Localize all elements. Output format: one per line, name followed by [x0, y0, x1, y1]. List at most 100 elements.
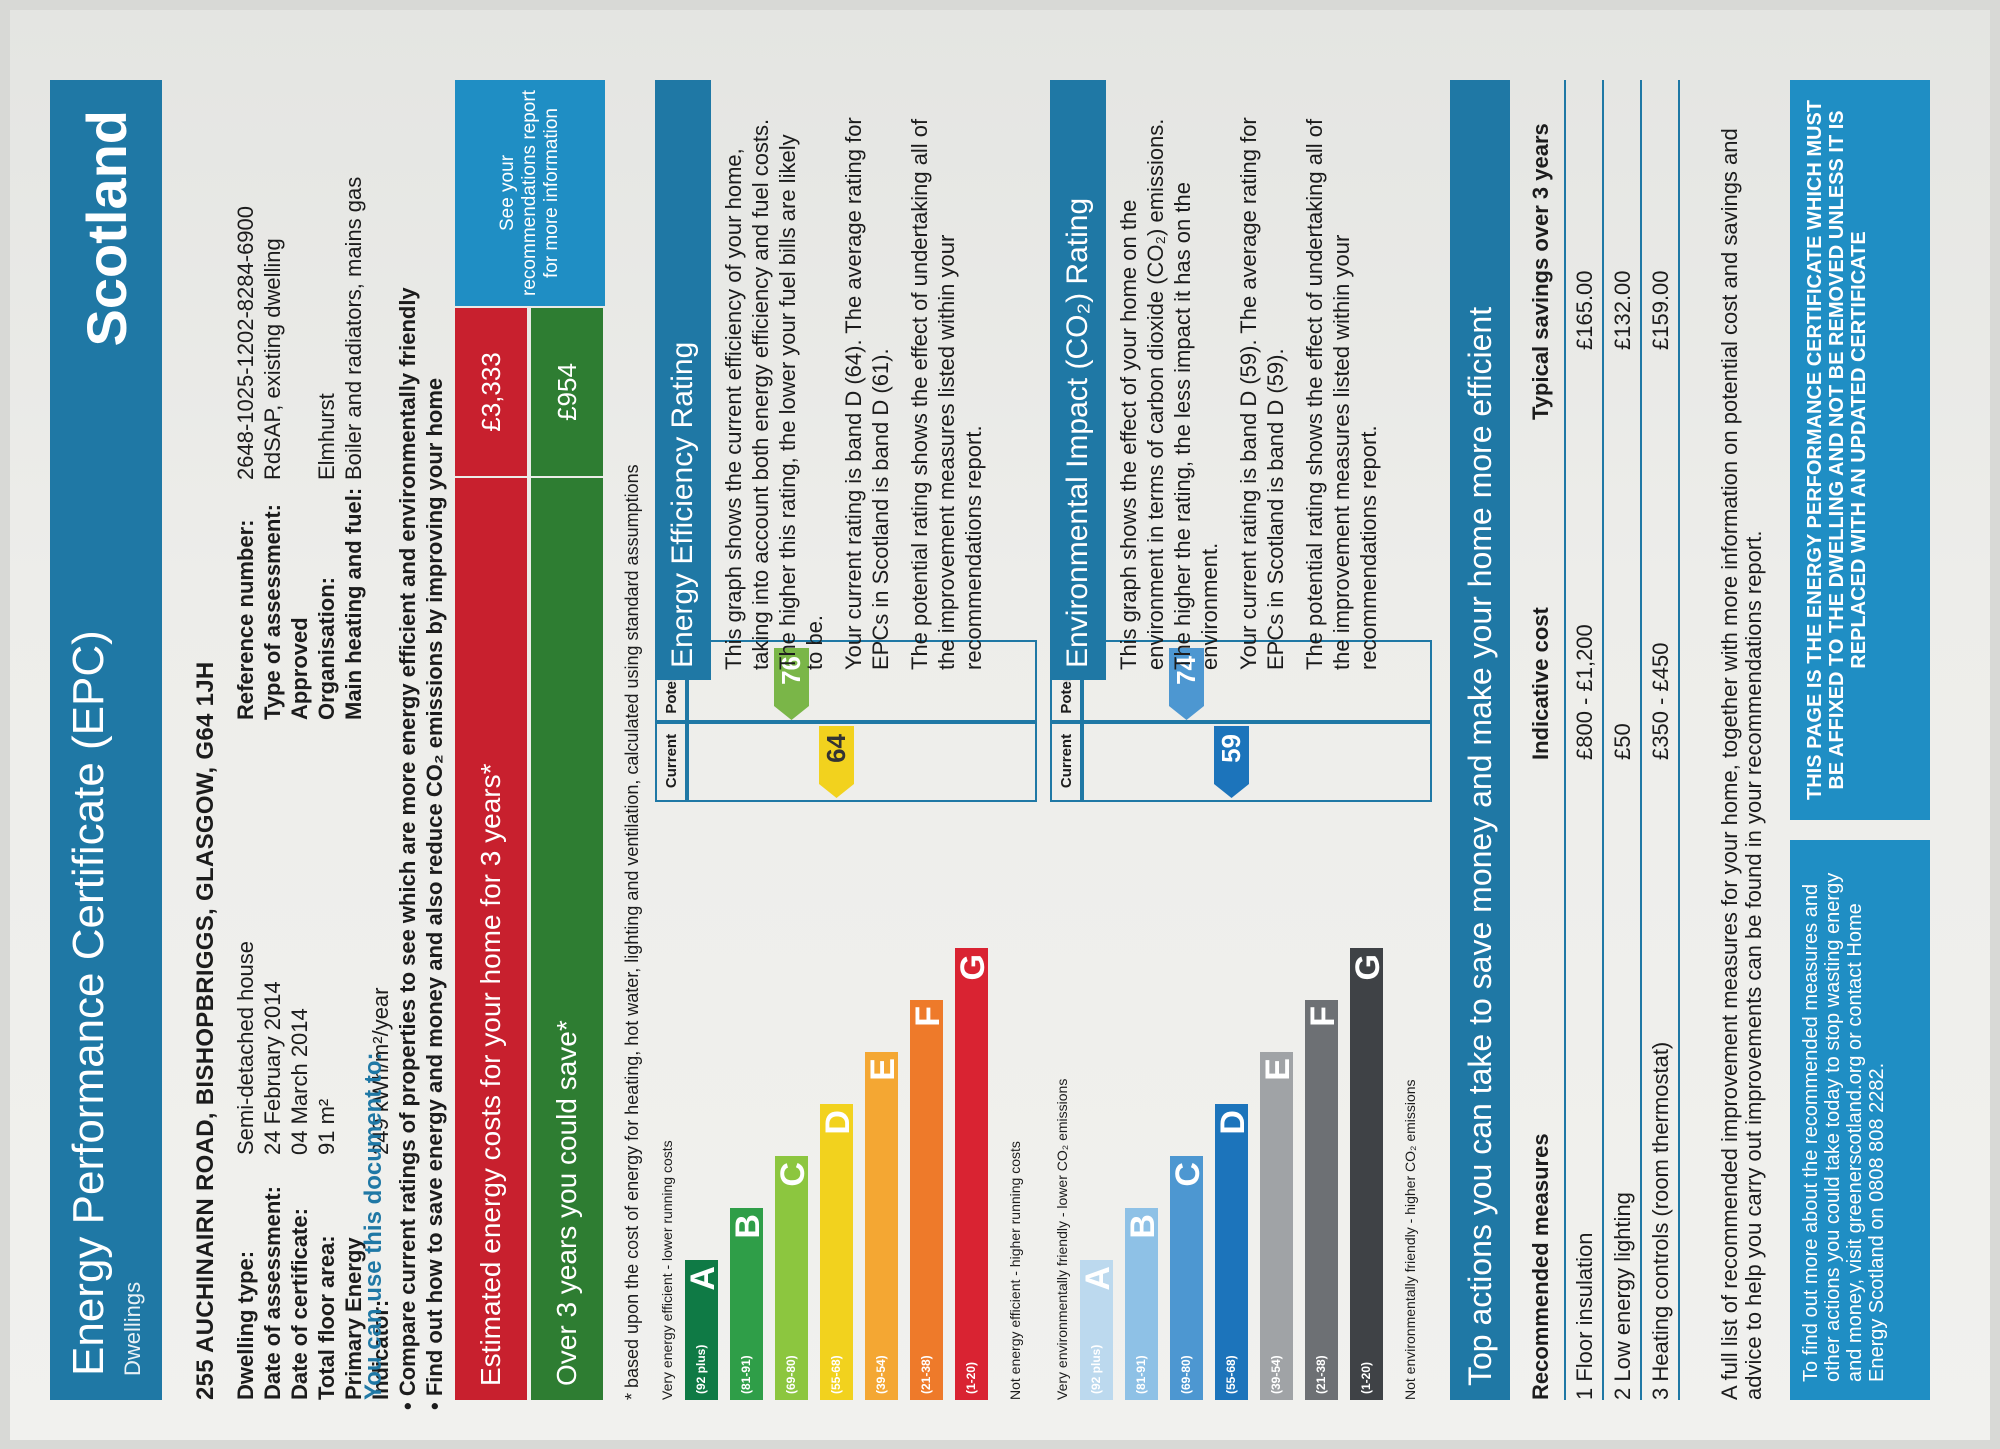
- chart-bottom-note: Not environmentally friendly - higher CO…: [1402, 1079, 1418, 1400]
- band-g-bar: (1-20) G: [954, 948, 992, 1400]
- band-letter: D: [1214, 1110, 1252, 1135]
- estimated-cost-value: £3,333: [455, 308, 527, 476]
- epc-certificate-page: Energy Performance Certificate (EPC) Dwe…: [10, 10, 1990, 1440]
- energy-para-2: Your current rating is band D (64). The …: [841, 117, 893, 670]
- band-letter: C: [774, 1162, 812, 1187]
- detail-row: Total floor area:91 m²: [314, 1098, 339, 1400]
- energy-efficiency-chart: Very energy efficient - lower running co…: [655, 640, 1037, 1400]
- band-letter: B: [729, 1214, 767, 1239]
- current-rating-pointer: 59: [1214, 726, 1249, 798]
- property-address: 255 AUCHINAIRN ROAD, BISHOPBRIGGS, GLASG…: [192, 661, 219, 1400]
- current-rating-pointer: 64: [819, 726, 854, 798]
- band-letter: A: [1079, 1266, 1117, 1291]
- title-bar: Energy Performance Certificate (EPC) Dwe…: [50, 80, 162, 1400]
- more-info-box: To find out more about the recommended m…: [1790, 840, 1930, 1400]
- band-letter: D: [819, 1110, 857, 1135]
- table-row: 2 Low energy lighting £50 £132.00: [1604, 80, 1642, 1400]
- band-range-label: (1-20): [1359, 1361, 1373, 1394]
- band-range-label: (21-38): [919, 1355, 933, 1394]
- environmental-impact-text: This graph shows the effect of your home…: [1115, 110, 1394, 670]
- band-range-label: (55-68): [829, 1355, 843, 1394]
- band-letter: G: [954, 954, 992, 981]
- detail-row: Date of certificate:04 March 2014: [287, 1008, 312, 1400]
- energy-para-3: The potential rating shows the effect of…: [907, 118, 986, 670]
- band-letter: F: [1304, 1006, 1342, 1027]
- band-range-label: (21-38): [1314, 1355, 1328, 1394]
- savings-label: Over 3 years you could save*: [531, 478, 603, 1400]
- details-right: Reference number:2648-1025-1202-8284-690…: [232, 80, 367, 720]
- use-bullet-1: • Compare current ratings of properties …: [395, 287, 420, 1410]
- full-list-note: A full list of recommended improvement m…: [1717, 128, 1766, 1400]
- current-column-header: Current: [655, 720, 689, 802]
- table-row: 3 Heating controls (room thermostat) £35…: [1642, 80, 1680, 1400]
- country-label: Scotland: [75, 110, 138, 347]
- band-letter: E: [864, 1058, 902, 1081]
- detail-row: Date of assessment:24 February 2014: [260, 981, 285, 1400]
- band-letter: B: [1124, 1214, 1162, 1239]
- use-bullet-2: • Find out how to save energy and money …: [422, 377, 447, 1410]
- band-c-bar: (69-80) C: [774, 1156, 812, 1400]
- certificate-notice-box: THIS PAGE IS THE ENERGY PERFORMANCE CERT…: [1790, 80, 1930, 820]
- cost-footnote: * based upon the cost of energy for heat…: [622, 464, 642, 1400]
- band-e-bar: (39-54) E: [1259, 1052, 1297, 1400]
- band-range-label: (92 plus): [694, 1344, 708, 1394]
- savings-value: £954: [531, 308, 603, 476]
- energy-efficiency-title: Energy Efficiency Rating: [655, 80, 711, 680]
- band-range-label: (81-91): [1134, 1355, 1148, 1394]
- band-g-bar: (1-20) G: [1349, 948, 1387, 1400]
- detail-row: Type of assessment:RdSAP, existing dwell…: [260, 238, 285, 720]
- chart-top-note: Very environmentally friendly - lower CO…: [1054, 1078, 1070, 1400]
- band-range-label: (1-20): [964, 1361, 978, 1394]
- band-letter: G: [1349, 954, 1387, 981]
- band-b-bar: (81-91) B: [1124, 1208, 1162, 1400]
- band-a-bar: (92 plus) A: [1079, 1260, 1117, 1400]
- table-row: 1 Floor insulation £800 - £1,200 £165.00: [1566, 80, 1604, 1400]
- band-f-bar: (21-38) F: [909, 1000, 947, 1400]
- detail-row: Main heating and fuel: Boiler and radiato…: [341, 176, 366, 720]
- band-f-bar: (21-38) F: [1304, 1000, 1342, 1400]
- use-document-heading: You can use this document to:: [360, 1052, 387, 1400]
- band-range-label: (39-54): [1269, 1355, 1283, 1394]
- band-d-bar: (55-68) D: [819, 1104, 857, 1400]
- detail-row: Approved Organisation:Elmhurst: [287, 393, 339, 720]
- energy-cost-table: Estimated energy costs for your home for…: [455, 80, 613, 1400]
- band-b-bar: (81-91) B: [729, 1208, 767, 1400]
- detail-row: Reference number:2648-1025-1202-8284-690…: [233, 205, 258, 720]
- band-letter: E: [1259, 1058, 1297, 1081]
- certificate-subtitle: Dwellings: [120, 1281, 145, 1376]
- detail-row: Dwelling type:Semi-detached house: [233, 940, 258, 1400]
- band-letter: A: [684, 1266, 722, 1291]
- energy-efficiency-text: This graph shows the current efficiency …: [720, 110, 999, 670]
- savings-column-header: Typical savings over 3 years: [1528, 123, 1553, 420]
- measures-column-header: Recommended measures: [1528, 1133, 1553, 1400]
- top-actions-heading: Top actions you can take to save money a…: [1450, 80, 1510, 1400]
- band-a-bar: (92 plus) A: [684, 1260, 722, 1400]
- band-range-label: (92 plus): [1089, 1344, 1103, 1394]
- band-range-label: (39-54): [874, 1355, 888, 1394]
- certificate-title: Energy Performance Certificate (EPC): [64, 630, 113, 1376]
- energy-para-1: This graph shows the current efficiency …: [721, 118, 827, 670]
- band-c-bar: (69-80) C: [1169, 1156, 1207, 1400]
- environmental-impact-chart: Very environmentally friendly - lower CO…: [1050, 640, 1432, 1400]
- current-column: [1080, 720, 1432, 802]
- see-recommendations-note: See your recommendations report for more…: [455, 80, 605, 306]
- chart-top-note: Very energy efficient - lower running co…: [659, 1140, 675, 1400]
- estimated-cost-label: Estimated energy costs for your home for…: [455, 478, 527, 1400]
- band-letter: F: [909, 1006, 947, 1027]
- env-para-3: The potential rating shows the effect of…: [1302, 118, 1381, 670]
- band-letter: C: [1169, 1162, 1207, 1187]
- band-e-bar: (39-54) E: [864, 1052, 902, 1400]
- band-range-label: (81-91): [739, 1355, 753, 1394]
- current-column-header: Current: [1050, 720, 1084, 802]
- env-para-1: This graph shows the effect of your home…: [1116, 118, 1222, 670]
- env-para-2: Your current rating is band D (59). The …: [1236, 117, 1288, 670]
- band-range-label: (69-80): [784, 1355, 798, 1394]
- environmental-impact-title: Environmental Impact (CO₂) Rating: [1050, 80, 1106, 680]
- cost-column-header: Indicative cost: [1528, 607, 1553, 760]
- table-header-row: Recommended measures Indicative cost Typ…: [1522, 80, 1566, 1400]
- band-d-bar: (55-68) D: [1214, 1104, 1252, 1400]
- chart-bottom-note: Not energy efficient - higher running co…: [1007, 1141, 1023, 1400]
- band-range-label: (69-80): [1179, 1355, 1193, 1394]
- current-column: [685, 720, 1037, 802]
